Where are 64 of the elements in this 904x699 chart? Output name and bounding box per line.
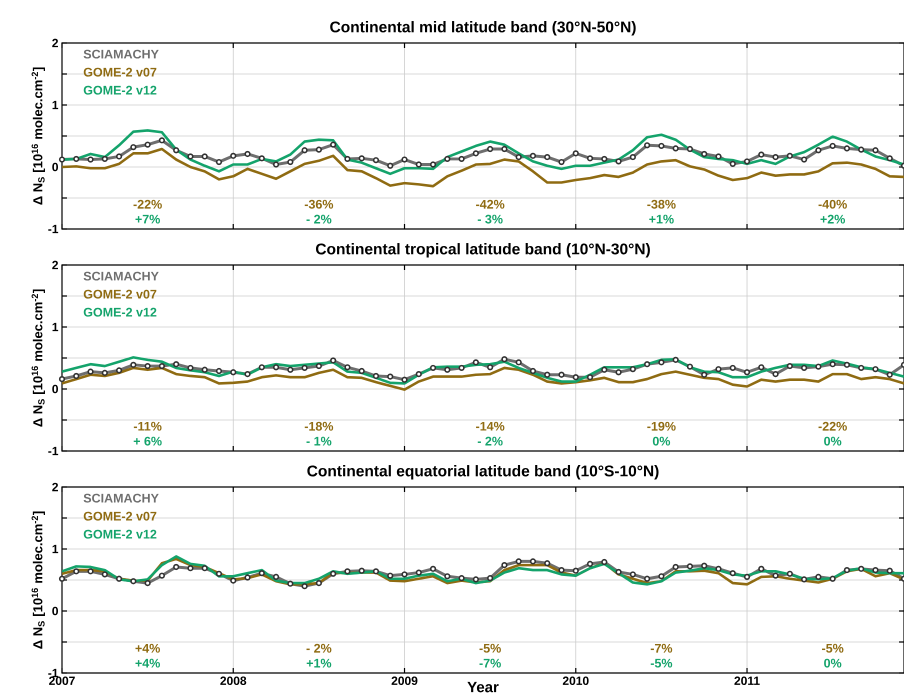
line-series	[62, 148, 904, 188]
text: GOME-2 v12	[84, 86, 156, 95]
annotation: -5%	[650, 658, 672, 668]
annotation: +1%	[649, 214, 674, 224]
chart-title: Continental equatorial latitude band (10°S-10°N)	[307, 465, 659, 480]
text: GOME-2 v07	[84, 290, 156, 299]
text: SCIAMACHY	[84, 494, 159, 503]
y-tick-label: -1	[48, 668, 58, 678]
y-tick-label: -1	[48, 446, 58, 456]
y-axis-title: Δ N$_{S}$ [10$^{16}$ molec.cm$^{-2}$]	[32, 290, 45, 427]
text: SCIAMACHY	[84, 272, 159, 281]
y-axis-title: Δ N$_{S}$ [10$^{16}$ molec.cm$^{-2}$]	[32, 68, 45, 205]
annotation: -36%	[304, 200, 334, 209]
y-tick-label: 2	[52, 38, 58, 48]
x-tick-label: 2011	[734, 676, 760, 686]
text: GOME-2 v12	[84, 308, 156, 317]
annotation: +7%	[135, 214, 160, 224]
annotation: 0%	[824, 436, 842, 446]
annotation: - 2%	[306, 214, 332, 224]
y-tick-label: 0	[52, 606, 58, 616]
y-tick-label: -1	[48, 224, 58, 234]
annotation: 0%	[824, 658, 842, 668]
x-tick-label: 2009	[392, 676, 418, 686]
annotation: -7%	[480, 658, 501, 668]
y-tick-label: 0	[52, 162, 58, 172]
annotation: -5%	[822, 644, 844, 653]
text: GOME-2 v12	[84, 530, 156, 539]
annotation: -7%	[650, 644, 672, 653]
y-tick-label: 2	[52, 260, 58, 270]
annotation: -38%	[647, 200, 676, 209]
annotation: -11%	[134, 422, 162, 431]
annotation: + 6%	[134, 436, 162, 446]
annotation: +4%	[135, 644, 160, 653]
annotation: +4%	[135, 658, 160, 668]
annotation: - 2%	[478, 436, 503, 446]
y-axis-title: Δ N$_{S}$ [10$^{16}$ molec.cm$^{-2}$]	[32, 512, 45, 649]
annotation: 0%	[652, 436, 670, 446]
annotation: -18%	[304, 422, 334, 431]
x-tick-label: 2007	[49, 676, 75, 686]
text: GOME-2 v07	[84, 68, 156, 77]
annotation: - 2%	[306, 644, 332, 653]
annotation: +2%	[820, 214, 845, 224]
chart-title: Continental tropical latitude band (10°N-30°N)	[316, 243, 650, 258]
y-tick-label: 2	[52, 482, 58, 492]
annotation: +1%	[306, 658, 332, 668]
annotation: - 1%	[306, 436, 332, 446]
annotation: - 3%	[478, 214, 503, 224]
y-tick-label: 0	[52, 384, 58, 394]
y-tick-label: 1	[52, 100, 58, 110]
y-tick-label: 1	[52, 322, 58, 332]
annotation: -40%	[818, 200, 847, 209]
annotation: -22%	[818, 422, 847, 431]
annotation: -22%	[134, 200, 162, 209]
chart-title: Continental mid latitude band (30°N-50°N)	[330, 21, 636, 36]
annotation: -14%	[476, 422, 504, 431]
x-tick-label: 2010	[562, 676, 589, 686]
x-tick-label: 2008	[220, 676, 246, 686]
annotation: -42%	[476, 200, 504, 209]
annotation: -5%	[480, 644, 501, 653]
y-tick-label: 1	[52, 544, 58, 554]
text: SCIAMACHY	[84, 50, 159, 59]
text: GOME-2 v07	[84, 512, 156, 521]
annotation: -19%	[647, 422, 676, 431]
x-axis-title: Year	[467, 682, 499, 692]
